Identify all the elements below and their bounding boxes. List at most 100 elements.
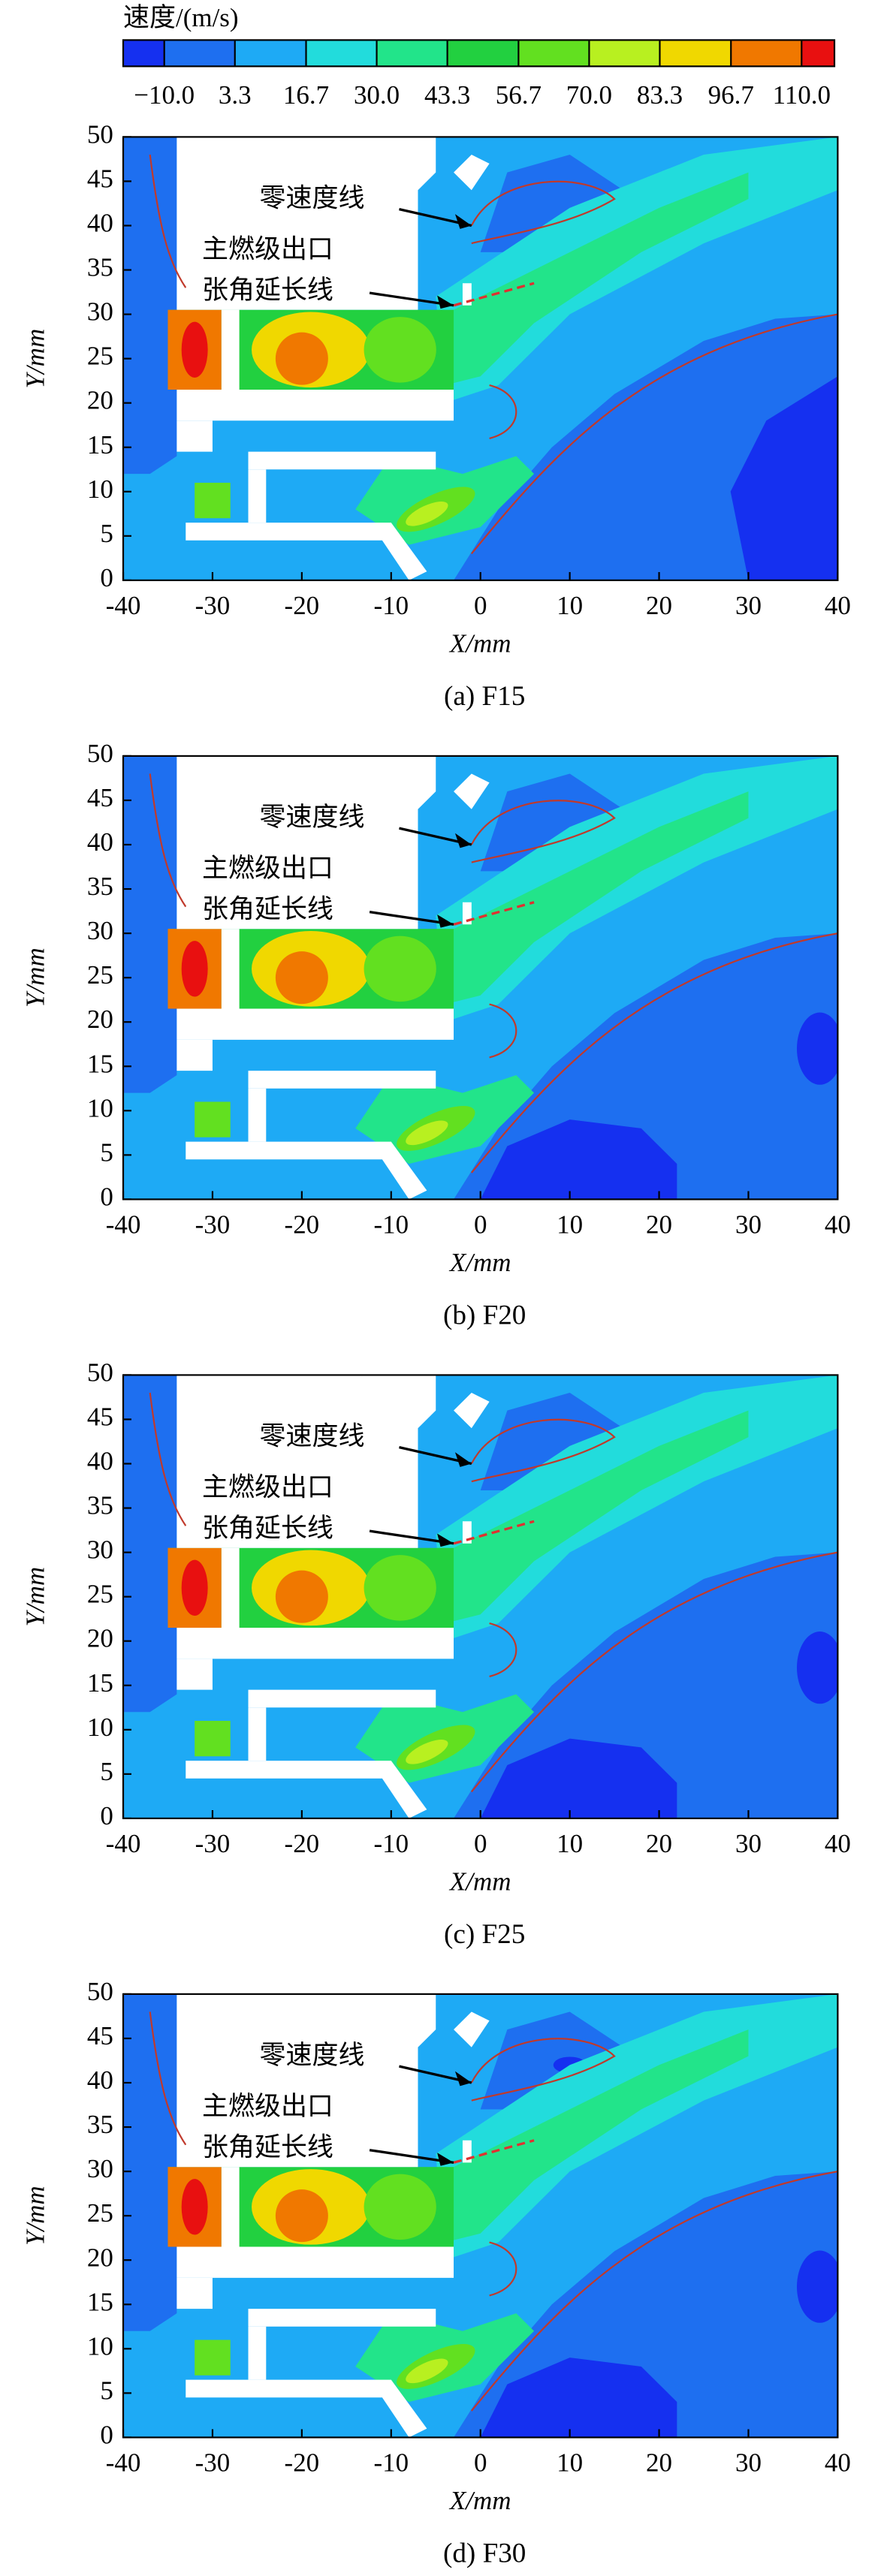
region-darkblue	[730, 376, 838, 580]
y-tick-label: 40	[87, 827, 113, 857]
x-tick-label: -40	[106, 1210, 141, 1240]
x-tick-label: 20	[646, 1829, 672, 1858]
colorbar-tick-label: 56.7	[496, 80, 542, 110]
x-tick-label: -20	[285, 591, 320, 620]
y-tick-label: 20	[87, 386, 113, 415]
region-darkblue	[480, 2358, 677, 2438]
x-tick-label: -30	[195, 2448, 231, 2478]
x-tick-label: -10	[373, 1210, 409, 1240]
wall	[176, 1008, 454, 1040]
y-tick-label: 15	[87, 430, 113, 459]
y-tick-label: 35	[87, 2110, 113, 2139]
zero-velocity-line	[470, 1418, 616, 1483]
x-axis-label: X/mm	[448, 628, 511, 658]
wall	[221, 309, 240, 390]
annotation: 张角延长线	[202, 1514, 333, 1543]
y-tick-label: 35	[87, 872, 113, 901]
x-tick-label: -10	[373, 591, 409, 620]
y-tick-label: 40	[87, 2065, 113, 2095]
colorbar-swatch	[659, 40, 732, 67]
region-darkblue	[480, 1738, 677, 1818]
y-tick-label: 30	[87, 297, 113, 327]
wall	[248, 2326, 267, 2380]
caption: (d) F30	[443, 2538, 526, 2568]
y-tick-label: 25	[87, 960, 113, 990]
arrowhead	[454, 214, 472, 229]
colorbar-tick-label: 16.7	[283, 80, 329, 110]
region-green	[445, 2029, 749, 2243]
y-tick-label: 45	[87, 164, 113, 193]
arrowhead	[437, 1533, 454, 1547]
zero-velocity-line	[470, 2171, 838, 2412]
colorbar-swatch	[801, 40, 835, 67]
wall	[176, 755, 436, 929]
y-tick-label: 10	[87, 475, 113, 504]
y-tick-label: 10	[87, 1713, 113, 1742]
x-tick-label: -20	[285, 1210, 320, 1240]
y-tick-label: 15	[87, 1049, 113, 1078]
region-darkblue	[796, 2250, 838, 2323]
y-tick-label: 45	[87, 783, 113, 812]
colorbar-swatch	[731, 40, 802, 67]
y-tick-label: 0	[100, 1182, 113, 1211]
y-tick-label: 35	[87, 1491, 113, 1520]
region-blue	[123, 137, 177, 475]
y-tick-label: 20	[87, 1005, 113, 1034]
zero-velocity-line	[470, 2038, 616, 2101]
zero-velocity-line	[489, 1003, 517, 1059]
region-blue	[123, 755, 177, 1093]
zero-velocity-line	[489, 1622, 517, 1678]
x-tick-label: 10	[557, 1829, 583, 1858]
core-red	[181, 321, 208, 378]
x-tick-label: 40	[825, 1829, 851, 1858]
colorbar-tick-label: 110.0	[773, 80, 831, 110]
x-tick-label: 40	[825, 591, 851, 620]
core-ygreen	[364, 2174, 436, 2240]
y-tick-label: 20	[87, 1624, 113, 1653]
x-tick-label: 0	[474, 2448, 487, 2478]
colorbar-tick-label: 70.0	[566, 80, 612, 110]
x-tick-label: 40	[825, 2448, 851, 2478]
lower-jet-core	[406, 1120, 448, 1146]
y-axis-label: Y/mm	[20, 2186, 50, 2246]
wall	[176, 1659, 213, 1690]
x-tick-label: 20	[646, 1210, 672, 1240]
wall	[186, 523, 427, 580]
lower-duct	[195, 2339, 231, 2376]
caption: (c) F25	[444, 1919, 525, 1950]
annotation: 主燃级出口	[202, 1473, 333, 1502]
core-red	[181, 1559, 208, 1616]
x-tick-label: 10	[557, 1210, 583, 1240]
wall	[176, 1039, 213, 1071]
x-axis-label: X/mm	[448, 2486, 511, 2515]
wall	[176, 1375, 436, 1548]
panel: -40 -30 -20 -10 0 10 20 30 40 0 5 10 15 20 25 30 35 40 45 5…	[20, 1357, 851, 1949]
contour-field	[123, 755, 838, 1200]
zero-velocity-line	[149, 773, 187, 908]
colorbar-title: 速度/(m/s)	[123, 3, 239, 32]
y-tick-label: 0	[100, 563, 113, 592]
y-tick-label: 30	[87, 2154, 113, 2183]
x-tick-label: -10	[373, 1829, 409, 1858]
wall	[248, 1088, 267, 1142]
colorbar-tick-label: 96.7	[708, 80, 754, 110]
core-red	[181, 941, 208, 997]
y-tick-label: 40	[87, 1447, 113, 1476]
y-tick-label: 50	[87, 1357, 113, 1387]
core-red	[181, 2179, 208, 2235]
region-blue	[123, 1375, 177, 1713]
x-tick-label: 10	[557, 591, 583, 620]
x-tick-label: 30	[735, 591, 762, 620]
y-tick-label: 40	[87, 209, 113, 238]
extension-line	[453, 1520, 535, 1545]
extension-line	[453, 901, 535, 926]
y-axis-label: Y/mm	[20, 1567, 50, 1627]
wall	[176, 420, 213, 452]
region-green	[445, 791, 749, 1005]
colorbar-tick-label: 30.0	[354, 80, 400, 110]
region-green	[445, 1410, 749, 1624]
core-orange	[275, 332, 328, 385]
wall	[221, 2167, 240, 2247]
x-tick-label: -10	[373, 2448, 409, 2478]
y-tick-label: 35	[87, 253, 113, 282]
